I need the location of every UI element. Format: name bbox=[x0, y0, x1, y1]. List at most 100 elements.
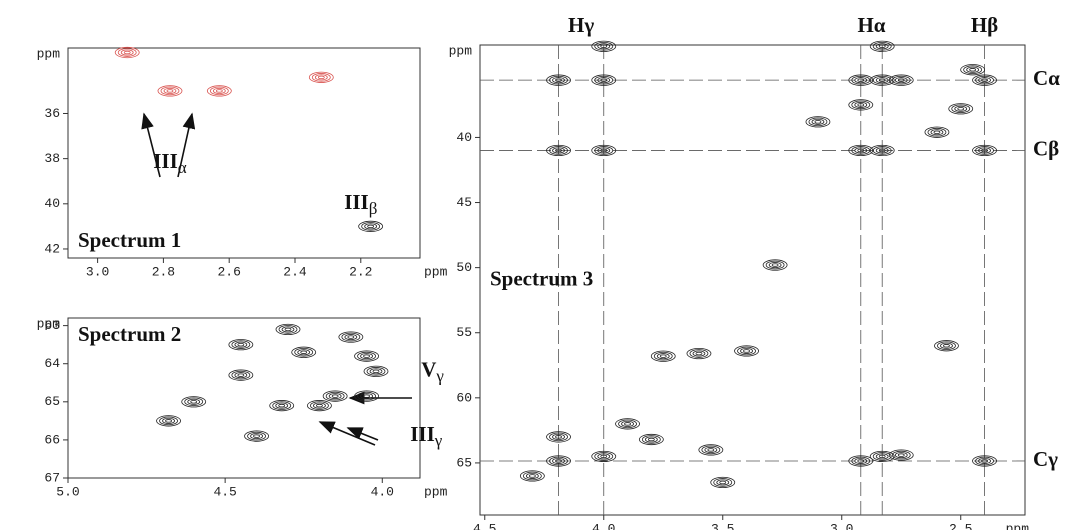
contour-ring bbox=[869, 144, 895, 157]
contour-ring bbox=[357, 351, 376, 361]
contour-ring bbox=[555, 148, 562, 153]
contour-ring bbox=[206, 85, 232, 97]
contour-ring bbox=[237, 373, 245, 377]
annotation: IIIγ bbox=[410, 422, 443, 450]
x-tick-label: 3.0 bbox=[86, 264, 109, 279]
contour-ring bbox=[341, 332, 361, 342]
guide-label: Cβ bbox=[1033, 136, 1059, 160]
contour-ring bbox=[872, 452, 892, 461]
contour-ring bbox=[888, 74, 914, 86]
annotation-subscript: β bbox=[369, 199, 378, 218]
contour-ring bbox=[159, 416, 178, 426]
contour-ring bbox=[878, 78, 886, 82]
contour-ring bbox=[591, 40, 617, 52]
contour-ring bbox=[237, 342, 245, 347]
y-tick-label: 45 bbox=[456, 195, 472, 210]
y-tick-label: 40 bbox=[456, 130, 472, 145]
contour-ring bbox=[528, 474, 536, 478]
contour-ring bbox=[638, 433, 664, 446]
contour-ring bbox=[363, 354, 370, 358]
contour-ring bbox=[552, 457, 565, 464]
contour-ring bbox=[209, 86, 229, 96]
contour-ring bbox=[322, 390, 348, 402]
contour-ring bbox=[591, 450, 617, 463]
contour-ring bbox=[228, 339, 254, 351]
contour-ring bbox=[969, 68, 977, 72]
peak bbox=[546, 455, 571, 467]
contour-ring bbox=[160, 86, 180, 96]
annotation-subscript: α bbox=[178, 158, 187, 177]
peak bbox=[591, 450, 617, 463]
contour-ring bbox=[358, 220, 384, 232]
contour-ring bbox=[618, 419, 637, 429]
contour-ring bbox=[313, 402, 326, 409]
contour-ring bbox=[361, 222, 381, 231]
contour-ring bbox=[212, 87, 226, 94]
y-tick-label: 65 bbox=[44, 394, 60, 409]
annotation: Vγ bbox=[421, 357, 444, 385]
contour-ring bbox=[854, 101, 868, 108]
contour-ring bbox=[743, 349, 750, 353]
contour-ring bbox=[692, 350, 706, 357]
annotation-subscript: γ bbox=[435, 366, 444, 385]
contour-ring bbox=[927, 127, 947, 137]
contour-ring bbox=[653, 351, 673, 361]
contour-ring bbox=[975, 146, 994, 155]
contour-ring bbox=[934, 340, 959, 352]
peak bbox=[322, 390, 348, 402]
contour-ring bbox=[372, 369, 380, 374]
plot-frame bbox=[67, 317, 421, 479]
contour-ring bbox=[363, 365, 389, 377]
contour-ring bbox=[549, 456, 568, 466]
peak bbox=[354, 350, 379, 362]
contour-ring bbox=[311, 73, 331, 82]
contour-ring bbox=[247, 431, 266, 441]
contour-ring bbox=[253, 434, 260, 438]
y-tick-label: 63 bbox=[44, 318, 60, 333]
contour-ring bbox=[647, 437, 655, 442]
contour-ring bbox=[310, 401, 329, 410]
guide-label: Hα bbox=[857, 13, 885, 37]
peak bbox=[591, 40, 617, 52]
contour-ring bbox=[981, 459, 988, 463]
contour-ring bbox=[546, 455, 571, 467]
contour-ring bbox=[165, 419, 172, 423]
contour-ring bbox=[851, 146, 871, 155]
contour-ring bbox=[275, 402, 289, 409]
annotation-subscript: γ bbox=[434, 431, 443, 450]
x-tick-label: 4.0 bbox=[371, 484, 394, 499]
contour-ring bbox=[897, 78, 905, 82]
contour-ring bbox=[978, 457, 991, 464]
contour-ring bbox=[316, 403, 323, 408]
contour-ring bbox=[594, 452, 614, 461]
contour-ring bbox=[933, 130, 941, 134]
y-tick-label: 36 bbox=[44, 106, 60, 121]
contour-ring bbox=[190, 400, 198, 404]
contour-ring bbox=[591, 144, 617, 157]
contour-ring bbox=[525, 472, 539, 479]
guide-label: Cγ bbox=[1033, 447, 1058, 471]
peak bbox=[934, 340, 959, 352]
contour-ring bbox=[875, 453, 889, 460]
peak bbox=[698, 444, 724, 456]
contour-ring bbox=[615, 418, 640, 430]
x-tick-label: 2.5 bbox=[949, 521, 972, 530]
contour-ring bbox=[686, 347, 712, 360]
contour-ring bbox=[811, 118, 825, 125]
contour-ring bbox=[851, 456, 871, 466]
peak bbox=[291, 346, 317, 358]
annotation-text: III bbox=[153, 149, 178, 173]
peak bbox=[157, 85, 183, 97]
peak bbox=[869, 144, 895, 157]
contour-ring bbox=[269, 400, 295, 412]
contour-ring bbox=[308, 71, 334, 83]
peak bbox=[338, 331, 364, 343]
contour-ring bbox=[644, 436, 658, 443]
contour-ring bbox=[957, 107, 965, 111]
contour-ring bbox=[281, 326, 295, 333]
contour-ring bbox=[300, 350, 308, 354]
y-tick-label: 40 bbox=[44, 196, 60, 211]
contour-ring bbox=[331, 394, 339, 398]
contour-ring bbox=[234, 341, 248, 348]
